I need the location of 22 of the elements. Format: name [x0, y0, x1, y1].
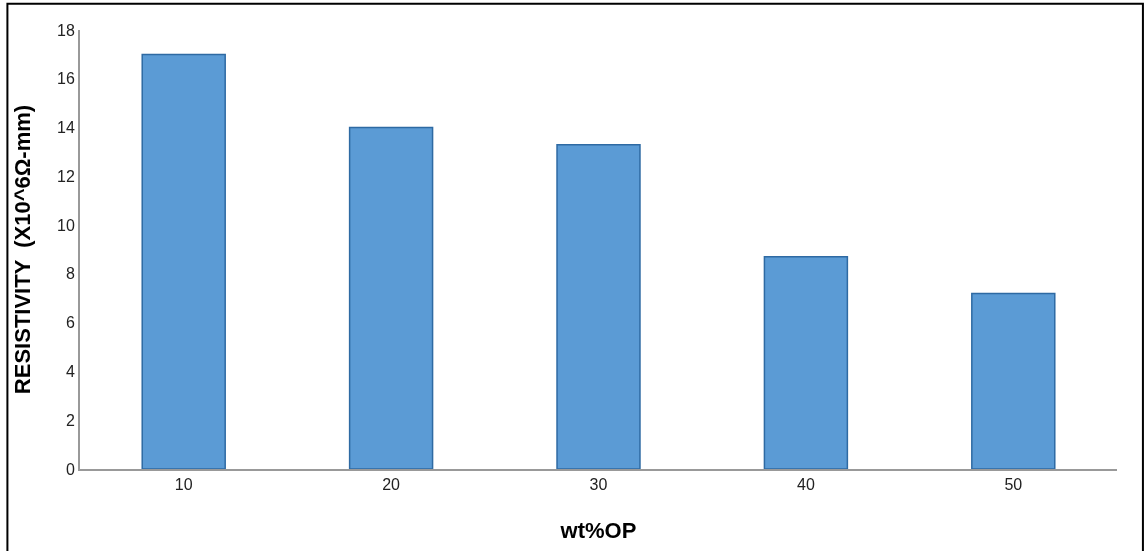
- x-tick-label: 20: [382, 476, 401, 494]
- y-tick-label: 2: [65, 411, 75, 429]
- bar: [971, 292, 1056, 469]
- y-tick-label: 0: [65, 460, 75, 478]
- y-axis-title: RESISTIVITY (X10^6Ω-mm): [10, 104, 36, 395]
- y-tick-label: 14: [57, 119, 75, 137]
- y-tick-label: 10: [57, 216, 75, 234]
- x-tick-label: 30: [589, 476, 608, 494]
- x-tick-label: 50: [1004, 476, 1023, 494]
- bar: [763, 256, 849, 469]
- y-tick-label: 6: [65, 314, 75, 332]
- bar: [141, 53, 226, 469]
- bar: [556, 143, 641, 469]
- x-tick-label: 40: [797, 476, 815, 494]
- x-axis-title: wt%OP: [559, 517, 637, 543]
- y-tick-label: 18: [57, 21, 75, 39]
- y-tick-label: 8: [65, 265, 75, 283]
- y-tick-label: 12: [57, 167, 75, 185]
- y-tick-label: 4: [65, 363, 75, 381]
- x-tick-label: 10: [174, 476, 193, 494]
- y-tick-label: 16: [57, 70, 75, 88]
- bar: [348, 126, 434, 469]
